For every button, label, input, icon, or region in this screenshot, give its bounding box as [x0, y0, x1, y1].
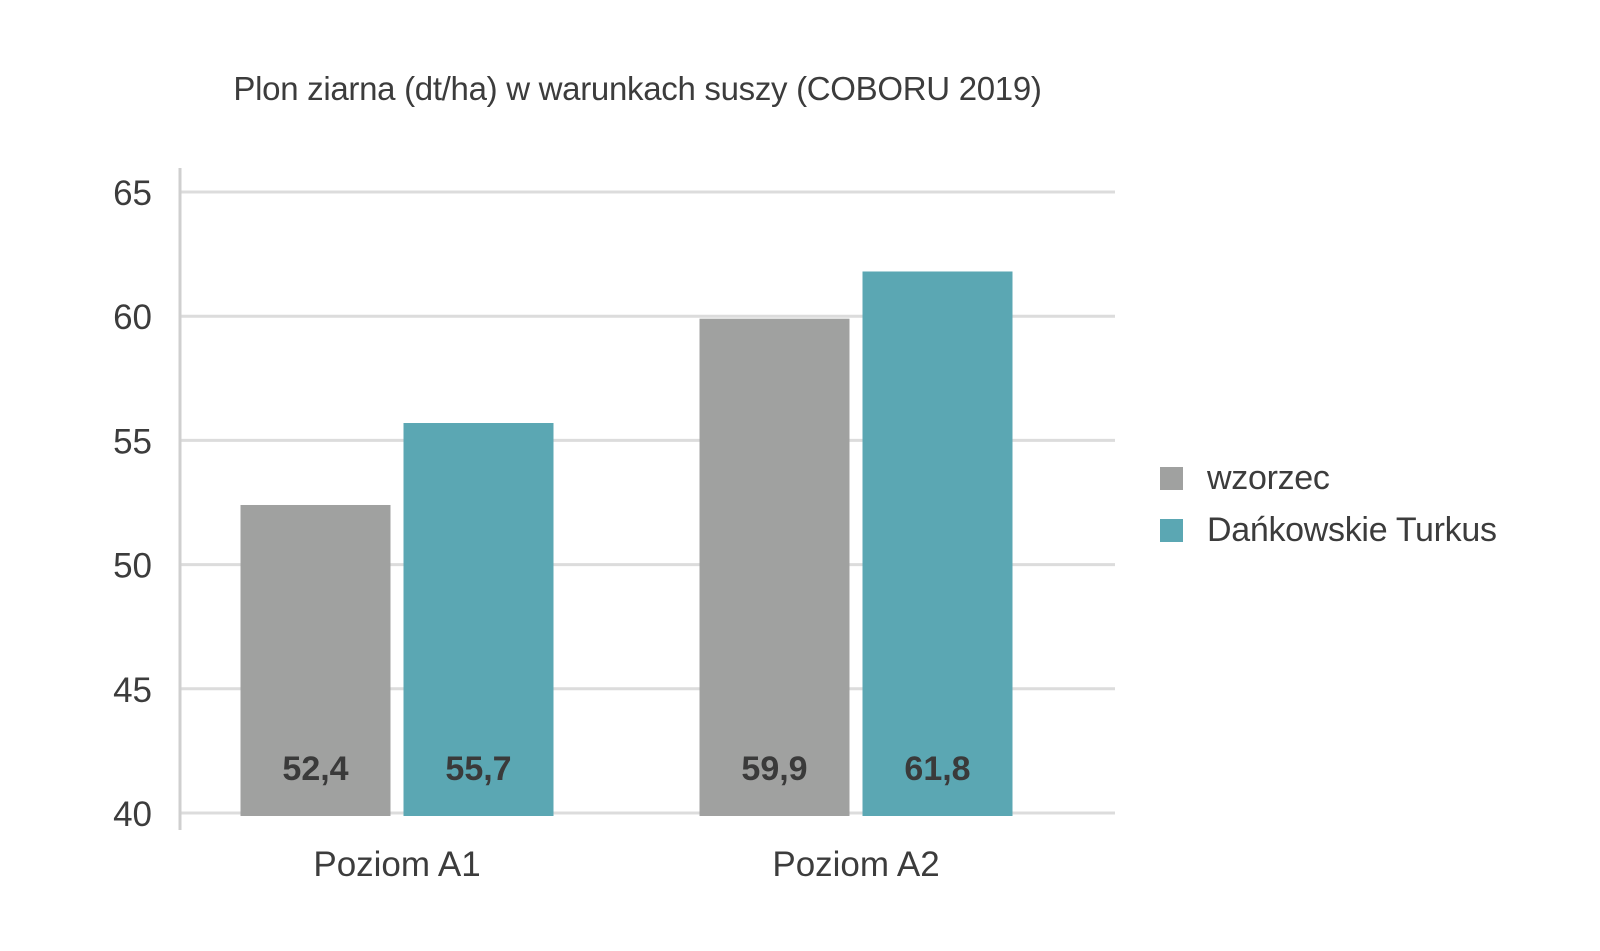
legend-item-wzorzec: wzorzec	[1160, 452, 1497, 504]
legend-swatch-dankowskie-turkus	[1160, 518, 1183, 542]
legend-item-dankowskie-turkus: Dańkowskie Turkus	[1160, 504, 1497, 556]
data-label-1-1: 61,8	[904, 750, 970, 788]
chart-title: Plon ziarna (dt/ha) w warunkach suszy (C…	[233, 70, 1042, 107]
data-label-0-0: 52,4	[282, 750, 348, 788]
y-tick-label-65: 65	[113, 174, 152, 213]
data-label-1-0: 59,9	[741, 750, 807, 788]
bar-1-1	[862, 271, 1013, 816]
bar-1-0	[699, 318, 850, 816]
y-tick-label-50: 50	[113, 547, 152, 586]
y-tick-label-60: 60	[113, 298, 152, 337]
data-label-0-1: 55,7	[445, 750, 511, 788]
y-tick-label-45: 45	[113, 671, 152, 710]
bar-0-1	[403, 423, 554, 816]
y-tick-label-40: 40	[113, 795, 152, 834]
legend-label-dankowskie-turkus: Dańkowskie Turkus	[1207, 510, 1497, 549]
legend-swatch-wzorzec	[1160, 466, 1183, 490]
legend-label-wzorzec: wzorzec	[1207, 458, 1330, 497]
x-tick-label-0: Poziom A1	[313, 845, 480, 884]
x-tick-label-1: Poziom A2	[772, 845, 939, 884]
y-tick-label-55: 55	[113, 422, 152, 461]
legend: wzorzec Dańkowskie Turkus	[1160, 452, 1497, 556]
bar-0-0	[240, 504, 391, 816]
